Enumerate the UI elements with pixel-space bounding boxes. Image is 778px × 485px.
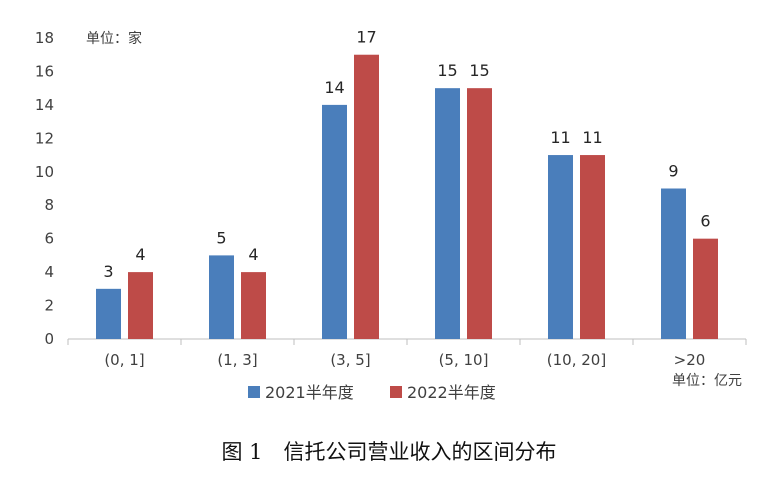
y-tick-label: 18 bbox=[35, 29, 54, 47]
data-label: 4 bbox=[135, 245, 145, 264]
data-label: 4 bbox=[248, 245, 258, 264]
bar-2021 bbox=[661, 188, 686, 339]
bar-2022 bbox=[241, 272, 266, 339]
bar-chart: 0 2 4 6 8 10 12 14 16 18 (0, 1] (1, 3] (3, 5] (5, 10… bbox=[35, 28, 747, 402]
y-tick-label: 4 bbox=[44, 263, 54, 281]
bar-2021 bbox=[209, 255, 234, 339]
y-tick-label: 12 bbox=[35, 129, 54, 147]
legend: 2021半年度 2022半年度 bbox=[248, 383, 496, 402]
data-label: 17 bbox=[356, 28, 376, 47]
bar-2022 bbox=[354, 54, 379, 339]
x-tick-label: (10, 20] bbox=[547, 351, 606, 369]
bar-2021 bbox=[435, 88, 460, 340]
data-label: 15 bbox=[469, 61, 489, 80]
data-label: 15 bbox=[437, 61, 457, 80]
data-label: 6 bbox=[700, 212, 710, 231]
data-labels: 3 4 5 4 14 17 15 15 11 11 9 6 bbox=[103, 28, 710, 281]
data-label: 3 bbox=[103, 262, 113, 281]
bar-2021 bbox=[322, 104, 347, 339]
y-unit-label: 单位：家 bbox=[86, 30, 142, 47]
legend-label-2022: 2022半年度 bbox=[407, 383, 496, 402]
figure-caption: 图 1 信托公司营业收入的区间分布 bbox=[221, 440, 557, 464]
y-tick-label: 6 bbox=[44, 230, 54, 248]
y-tick-label: 8 bbox=[44, 196, 54, 214]
y-axis: 0 2 4 6 8 10 12 14 16 18 bbox=[35, 29, 54, 348]
x-unit-label: 单位：亿元 bbox=[672, 373, 742, 389]
bars bbox=[96, 54, 718, 340]
y-tick-label: 14 bbox=[35, 96, 54, 114]
y-tick-label: 0 bbox=[44, 330, 54, 348]
x-tick-label: (5, 10] bbox=[439, 351, 489, 369]
data-label: 11 bbox=[582, 128, 602, 147]
x-axis: (0, 1] (1, 3] (3, 5] (5, 10] (10, 20] >20 bbox=[67, 338, 747, 369]
data-label: 14 bbox=[324, 78, 344, 97]
y-tick-label: 16 bbox=[35, 62, 54, 80]
bar-2022 bbox=[693, 238, 718, 339]
data-label: 11 bbox=[550, 128, 570, 147]
x-tick-label: >20 bbox=[674, 351, 706, 369]
x-tick-label: (0, 1] bbox=[104, 351, 144, 369]
legend-swatch-2022 bbox=[390, 386, 402, 398]
bar-2022 bbox=[128, 272, 153, 339]
legend-label-2021: 2021半年度 bbox=[265, 383, 354, 402]
bar-2021 bbox=[96, 288, 121, 339]
bar-2022 bbox=[580, 155, 605, 339]
data-label: 5 bbox=[216, 228, 226, 247]
legend-swatch-2021 bbox=[248, 386, 260, 398]
x-tick-label: (1, 3] bbox=[217, 351, 257, 369]
x-tick-label: (3, 5] bbox=[330, 351, 370, 369]
y-tick-label: 2 bbox=[44, 297, 54, 315]
y-tick-label: 10 bbox=[35, 163, 54, 181]
data-label: 9 bbox=[668, 162, 678, 181]
bar-2022 bbox=[467, 88, 492, 340]
bar-2021 bbox=[548, 155, 573, 339]
